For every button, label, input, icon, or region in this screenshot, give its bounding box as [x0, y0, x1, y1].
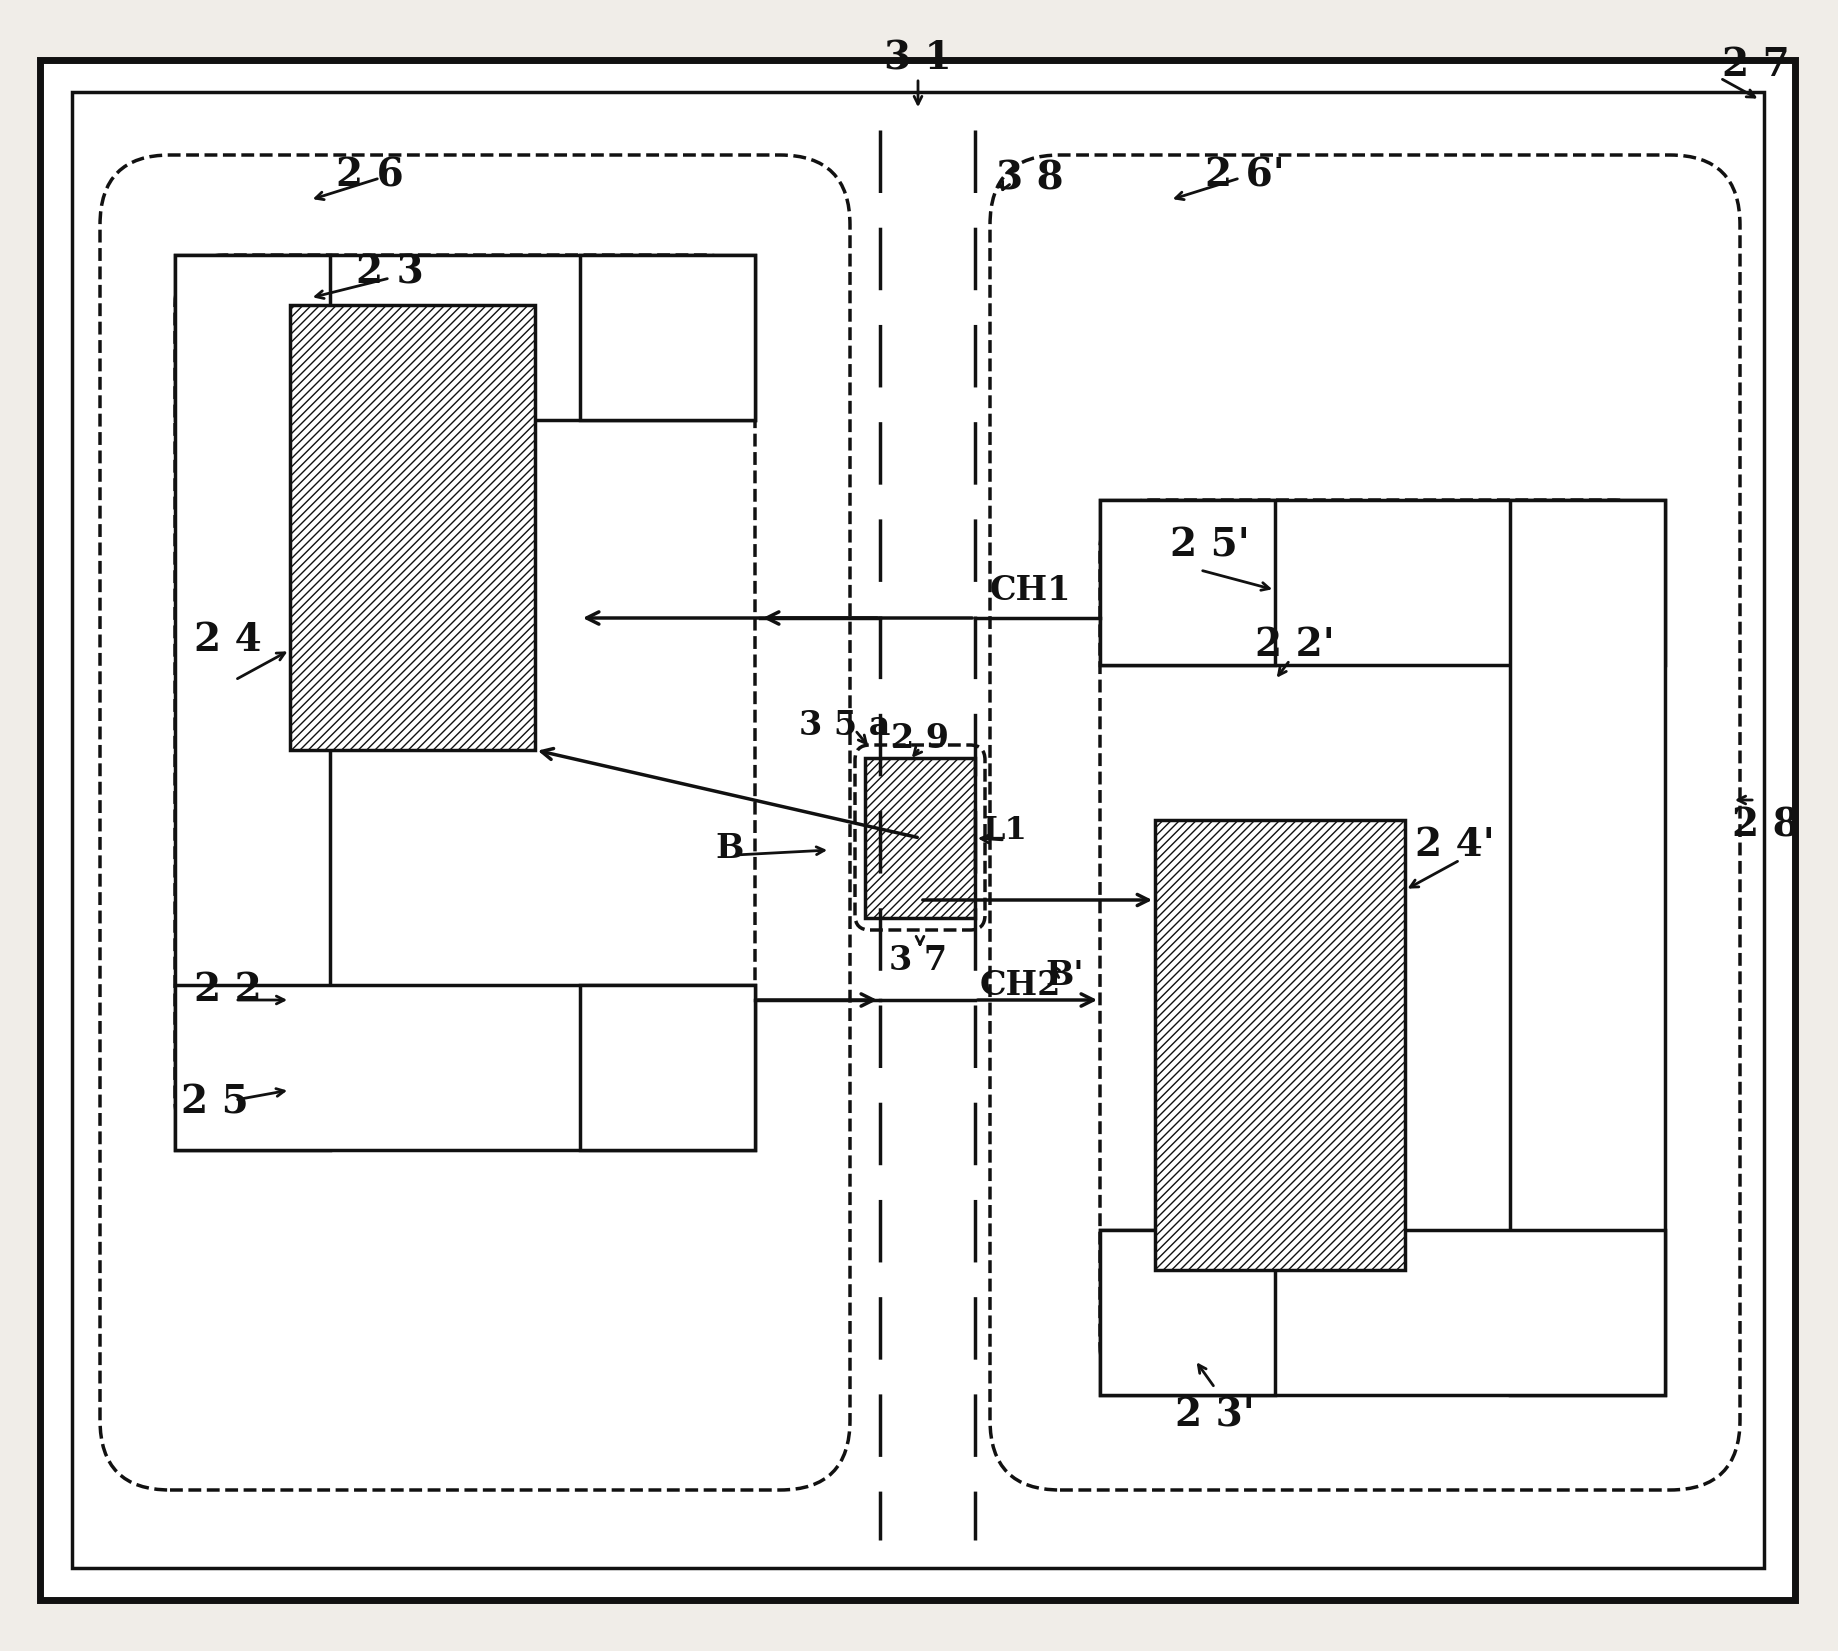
Text: 2 3: 2 3 — [357, 253, 425, 291]
Text: 2 8: 2 8 — [1733, 806, 1799, 844]
Bar — [581, 986, 755, 1151]
Bar — [866, 758, 974, 918]
Text: L1: L1 — [983, 814, 1027, 845]
Bar — [175, 254, 755, 419]
Bar — [175, 986, 755, 1151]
Text: 3 7: 3 7 — [890, 943, 947, 976]
Text: 2 4: 2 4 — [195, 621, 261, 659]
Text: 2 2': 2 2' — [1255, 626, 1334, 664]
Text: 2 6': 2 6' — [1206, 155, 1285, 195]
Text: 2 5': 2 5' — [1171, 527, 1250, 565]
Bar — [72, 92, 1764, 1568]
Text: 2 5: 2 5 — [182, 1083, 248, 1121]
Text: 3 1: 3 1 — [884, 40, 952, 78]
Text: 3 8: 3 8 — [996, 158, 1064, 196]
Text: B: B — [715, 832, 744, 865]
Bar — [1511, 500, 1665, 1395]
Text: 2 6: 2 6 — [336, 155, 404, 195]
Text: 2 3': 2 3' — [1174, 1397, 1255, 1435]
Text: 2 4': 2 4' — [1415, 826, 1494, 863]
Text: CH1: CH1 — [989, 573, 1072, 606]
Bar — [1099, 500, 1665, 665]
Bar — [1099, 1230, 1665, 1395]
Bar — [1099, 500, 1276, 665]
Bar — [175, 254, 331, 1151]
Text: CH2: CH2 — [980, 969, 1061, 1002]
Text: B': B' — [1046, 959, 1084, 992]
Bar — [1154, 821, 1404, 1270]
Bar — [290, 305, 535, 750]
Text: 3 5 a: 3 5 a — [800, 708, 891, 741]
Bar — [1099, 1230, 1276, 1395]
Bar — [581, 254, 755, 419]
Text: 2 7: 2 7 — [1722, 46, 1790, 84]
Text: 2 2: 2 2 — [195, 971, 261, 1009]
Text: 2 9: 2 9 — [891, 721, 948, 755]
